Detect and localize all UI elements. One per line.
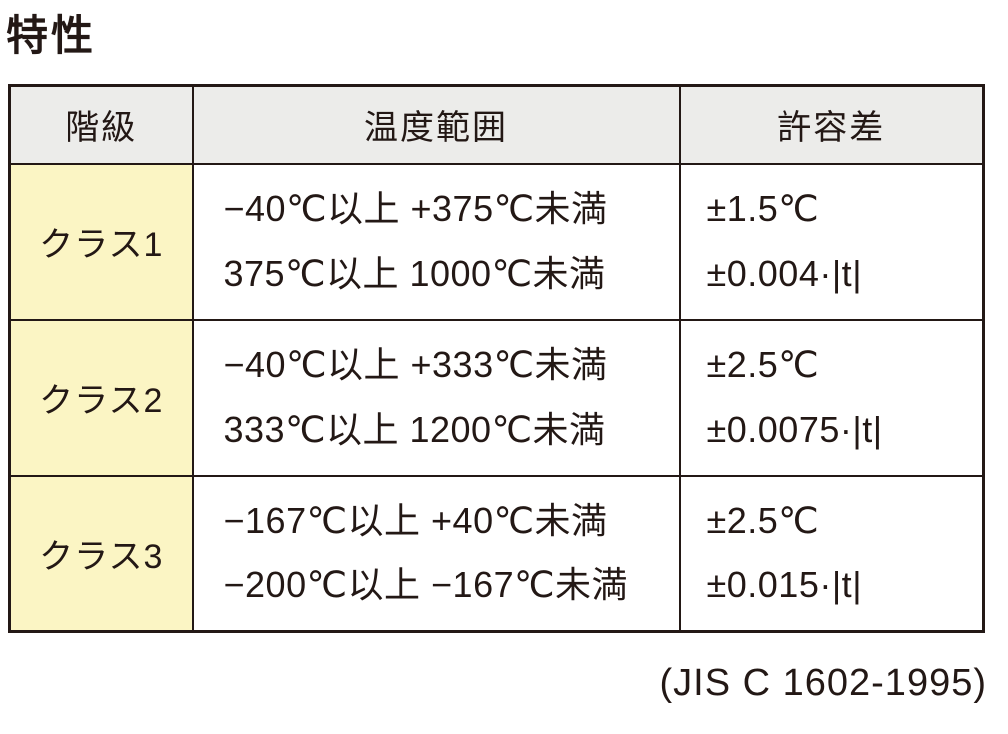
range-line-1: −40℃以上 +375℃未満	[223, 188, 608, 230]
temperature-range-cell: −167℃以上 +40℃未満 −200℃以上 −167℃未満	[191, 474, 681, 633]
tolerance-cell: ±2.5℃ ±0.015·|t|	[678, 474, 985, 633]
table-row: クラス3 −167℃以上 +40℃未満 −200℃以上 −167℃未満 ±2.5…	[8, 474, 985, 633]
tolerance-line-2: ±0.0075·|t|	[706, 408, 883, 450]
table-row: クラス2 −40℃以上 +333℃未満 333℃以上 1200℃未満 ±2.5℃…	[8, 318, 985, 477]
tolerance-line-2: ±0.004·|t|	[706, 252, 863, 294]
class-cell: クラス3	[8, 474, 194, 633]
tolerance-line-2: ±0.015·|t|	[706, 564, 863, 606]
column-header-temperature-range: 温度範囲	[191, 84, 681, 165]
range-line-1: −40℃以上 +333℃未満	[223, 344, 608, 386]
tolerance-cell: ±1.5℃ ±0.004·|t|	[678, 162, 985, 321]
range-line-2: −200℃以上 −167℃未満	[223, 564, 629, 606]
range-line-2: 333℃以上 1200℃未満	[223, 408, 606, 450]
column-header-tolerance: 許容差	[678, 84, 985, 165]
tolerance-line-1: ±2.5℃	[706, 344, 820, 386]
class-cell: クラス2	[8, 318, 194, 477]
class-cell: クラス1	[8, 162, 194, 321]
column-header-class: 階級	[8, 84, 194, 165]
tolerance-cell: ±2.5℃ ±0.0075·|t|	[678, 318, 985, 477]
range-line-1: −167℃以上 +40℃未満	[223, 500, 608, 542]
table-row: クラス1 −40℃以上 +375℃未満 375℃以上 1000℃未満 ±1.5℃…	[8, 162, 985, 321]
jis-standard-reference: (JIS C 1602-1995)	[659, 662, 987, 704]
range-line-2: 375℃以上 1000℃未満	[223, 252, 606, 294]
tolerance-line-1: ±2.5℃	[706, 500, 820, 542]
tolerance-line-1: ±1.5℃	[706, 188, 820, 230]
table-header-row: 階級 温度範囲 許容差	[8, 84, 985, 165]
temperature-range-cell: −40℃以上 +375℃未満 375℃以上 1000℃未満	[191, 162, 681, 321]
temperature-range-cell: −40℃以上 +333℃未満 333℃以上 1200℃未満	[191, 318, 681, 477]
page-title: 特性	[6, 12, 97, 59]
thermocouple-tolerance-table: 階級 温度範囲 許容差 クラス1 −40℃以上 +375℃未満 375℃以上 1…	[8, 84, 985, 633]
